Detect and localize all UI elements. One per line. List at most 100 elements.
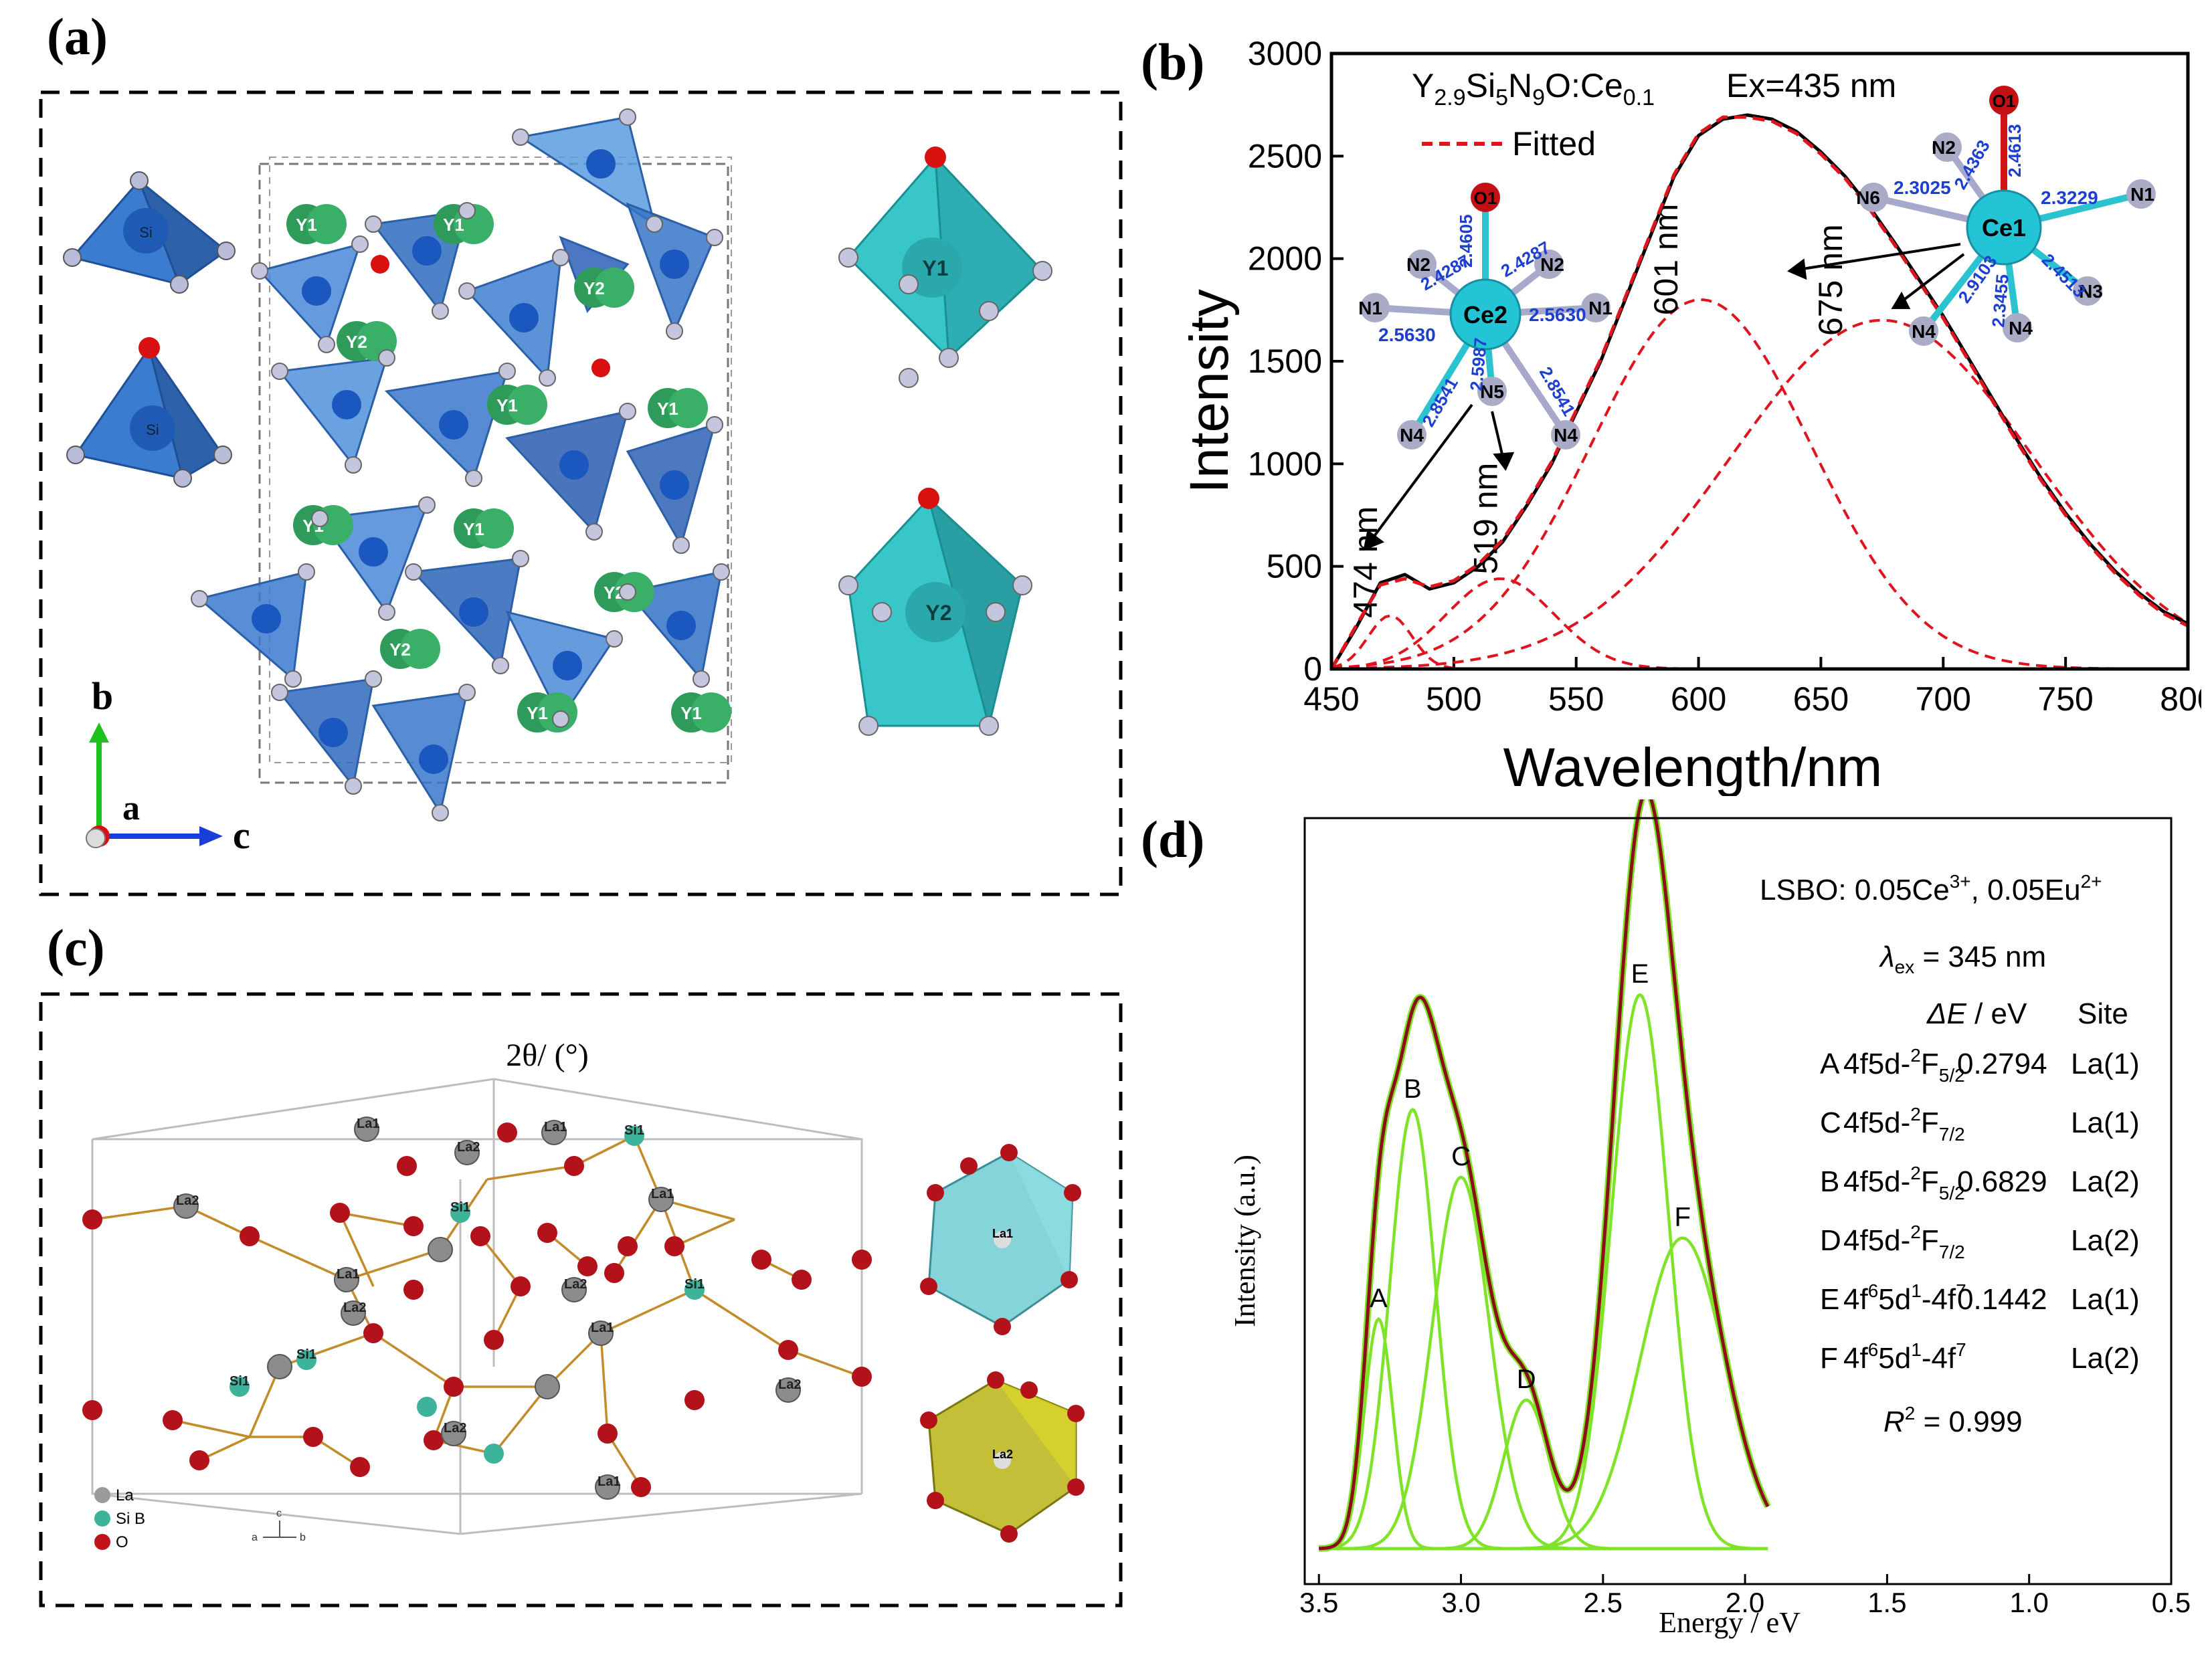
y1-polyhedron: Y1 (838, 147, 1052, 388)
x-tick-label: 700 (1916, 680, 1971, 718)
x-tick-label: 500 (1426, 680, 1481, 718)
svg-text:N4: N4 (2009, 318, 2033, 338)
axis-b-label: b (92, 674, 113, 718)
legend: La Si B O (94, 1486, 145, 1551)
svg-text:2.8541: 2.8541 (1418, 374, 1462, 430)
svg-text:La1: La1 (651, 1187, 674, 1201)
x-tick-label: 1.5 (1867, 1587, 1906, 1618)
x-axis-title: Wavelength/nm (1503, 737, 1883, 796)
peak-letter-C: C (1451, 1142, 1471, 1171)
svg-text:La1: La1 (597, 1474, 620, 1489)
panel-b-label: (b) (1141, 33, 1205, 91)
excitation-label: λex = 345 nm (1879, 941, 2046, 977)
y1-atom: Y1 (648, 388, 708, 428)
svg-text:2.8541: 2.8541 (1536, 363, 1580, 419)
envelope-curve (1319, 799, 1770, 1551)
si-atom-label: Si (146, 421, 159, 438)
svg-text:2.3229: 2.3229 (2041, 187, 2098, 208)
svg-text:Y1: Y1 (443, 215, 464, 235)
site-header: Site (2078, 997, 2128, 1030)
x-axis-title: Energy / eV (1659, 1606, 1801, 1639)
unit-cell (258, 157, 732, 784)
svg-text:Y2: Y2 (925, 601, 951, 625)
peak-letter-A: A (1370, 1284, 1388, 1313)
svg-text:2.4613: 2.4613 (2005, 124, 2025, 177)
x-tick-label: 750 (2037, 680, 2093, 718)
svg-text:La2: La2 (457, 1140, 480, 1155)
o-atoms (82, 1123, 872, 1497)
x-tick-label: 1.0 (2010, 1587, 2049, 1618)
svg-text:La2: La2 (992, 1448, 1013, 1461)
svg-text:Si1: Si1 (624, 1123, 644, 1138)
svg-text:2.5630: 2.5630 (1378, 324, 1436, 345)
svg-text:La1: La1 (992, 1227, 1013, 1240)
la-atoms (173, 1116, 801, 1500)
ce2-coordination-inset: Ce2 O1 N2 N2 N1 N1 N5 N4 N4 2.4605 2.428… (1358, 183, 1612, 450)
svg-text:Y2: Y2 (583, 278, 605, 298)
x-tick-label: 0.5 (2152, 1587, 2191, 1618)
svg-text:La1: La1 (357, 1116, 379, 1131)
svg-text:N4: N4 (1400, 425, 1424, 446)
si-atoms (229, 1126, 705, 1464)
y1-atom: Y1 (517, 692, 577, 733)
x-tick-label: 550 (1548, 680, 1604, 718)
svg-text:N3: N3 (2079, 281, 2103, 302)
sin4-tetrahedron: Si (63, 171, 236, 294)
peak-label: 601 nm (1647, 204, 1685, 316)
svg-text:Y1: Y1 (296, 215, 317, 235)
svg-text:La: La (116, 1486, 134, 1504)
svg-text:Y2: Y2 (346, 332, 367, 352)
peak-letter-F: F (1674, 1203, 1690, 1232)
y-tick-label: 1000 (1248, 445, 1322, 482)
two-theta-label: 2θ/ (°) (506, 1038, 589, 1073)
peak-arrows (1363, 243, 1965, 551)
panel-a-label: (a) (47, 7, 108, 66)
o-atom (371, 255, 389, 274)
si-atom-label: Si (139, 224, 153, 241)
panel-c-frame (39, 992, 1123, 1607)
y1-atom: Y1 (671, 692, 731, 733)
svg-text:Si1: Si1 (229, 1374, 250, 1389)
svg-text:2.3455: 2.3455 (1988, 274, 2013, 328)
sample-formula: Y2.9Si5N9O:Ce0.1 (1412, 67, 1655, 110)
table-row-delta: 0.2794 (1957, 1048, 2047, 1080)
table-row-site: La(1) (2071, 1048, 2140, 1080)
si-centers (252, 149, 696, 774)
sample-label: LSBO: 0.05Ce3+, 0.05Eu2+ (1760, 871, 2102, 906)
fitted-component-peak (1331, 318, 2189, 670)
svg-text:2.5630: 2.5630 (1529, 304, 1586, 325)
la-polyhedra: La1 La2 (920, 1144, 1085, 1543)
svg-text:N1: N1 (1588, 298, 1612, 318)
table-row-transition: 4f5d-2F7/2 (1843, 1222, 1965, 1262)
svg-text:Si1: Si1 (684, 1277, 705, 1292)
svg-text:Y1: Y1 (680, 703, 702, 723)
svg-text:Y1: Y1 (922, 256, 948, 280)
table-row-letter: A (1820, 1048, 1840, 1080)
panel-d-label: (d) (1141, 810, 1205, 868)
svg-text:N1: N1 (1358, 298, 1382, 318)
x-tick-label: 450 (1303, 680, 1359, 718)
y2-atom: Y2 (574, 268, 634, 308)
svg-text:O1: O1 (1474, 188, 1497, 208)
component-peak-B (1319, 1108, 1768, 1551)
svg-text:O: O (116, 1533, 128, 1551)
x-tick-label: 3.0 (1441, 1587, 1480, 1618)
svg-text:a: a (252, 1532, 258, 1543)
svg-text:La2: La2 (343, 1300, 366, 1315)
table-row-letter: C (1820, 1106, 1841, 1139)
sin3o-tetrahedron: Si (66, 337, 232, 488)
n-atoms (191, 108, 730, 821)
table-row-site: La(1) (2071, 1106, 2140, 1139)
fitted-curve (1329, 115, 2189, 670)
table-row-site: La(2) (2071, 1165, 2140, 1198)
panel-a-structure: Si Si (39, 90, 1123, 896)
r-squared: R2 = 0.999 (1883, 1403, 2023, 1438)
table-row-letter: D (1820, 1224, 1841, 1257)
table-row-letter: B (1820, 1165, 1839, 1198)
svg-text:N5: N5 (1480, 381, 1504, 402)
x-tick-label: 800 (2160, 680, 2201, 718)
svg-text:La2: La2 (444, 1421, 466, 1436)
svg-text:Ce1: Ce1 (1982, 214, 2026, 241)
svg-text:La1: La1 (591, 1321, 614, 1335)
x-tick-label: 2.5 (1584, 1587, 1623, 1618)
